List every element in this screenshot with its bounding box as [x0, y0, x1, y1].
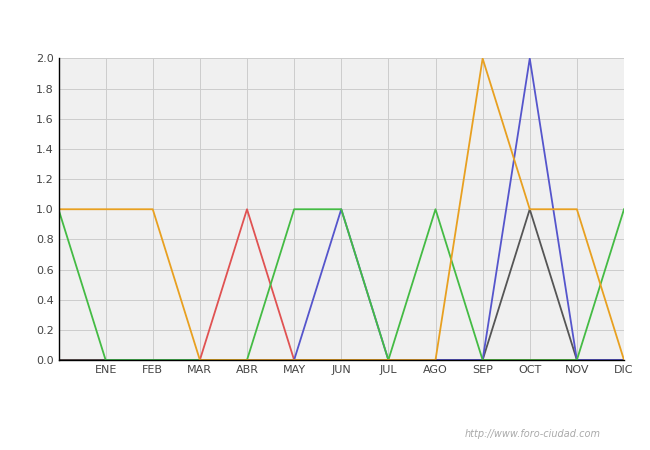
Text: http://www.foro-ciudad.com: http://www.foro-ciudad.com [465, 429, 601, 439]
Text: Matriculaciones de Vehiculos en Bóveda del Río Almar: Matriculaciones de Vehiculos en Bóveda d… [107, 17, 543, 32]
